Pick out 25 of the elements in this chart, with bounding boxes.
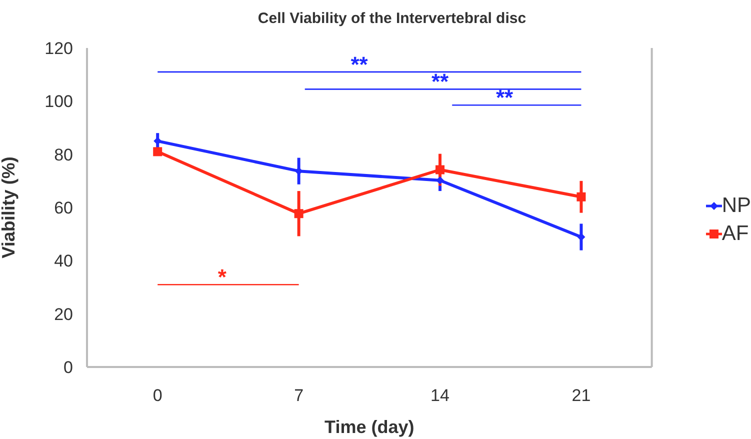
annotation: ** [350,52,368,77]
x-tick-label: 7 [294,386,304,406]
y-tick-label: 120 [44,39,73,58]
legend-label: NP [722,192,751,218]
y-tick-label: 0 [64,358,73,378]
y-tick-label: 40 [54,252,73,271]
annotation: ** [496,85,514,110]
annotation: ** [431,69,450,94]
x-tick-label: 0 [152,386,162,406]
annotation: * [218,264,227,290]
point [436,176,444,184]
legend-label: AF [722,220,749,246]
point [436,165,445,174]
y-tick-label: 20 [54,304,73,324]
point [294,209,304,218]
y-tick-label: 60 [54,198,73,218]
chart-title: Cell Viability of the Intervertebral disc [256,10,528,27]
y-tick-label: 100 [44,92,73,112]
x-tick-label: 21 [572,386,591,406]
point [576,192,586,202]
point [153,147,162,156]
y-axis-title: Viability (%) [0,156,18,258]
y-tick-label: 80 [54,145,73,164]
x-axis-title: Time (day) [324,417,414,437]
x-tick-label: 14 [430,386,450,406]
